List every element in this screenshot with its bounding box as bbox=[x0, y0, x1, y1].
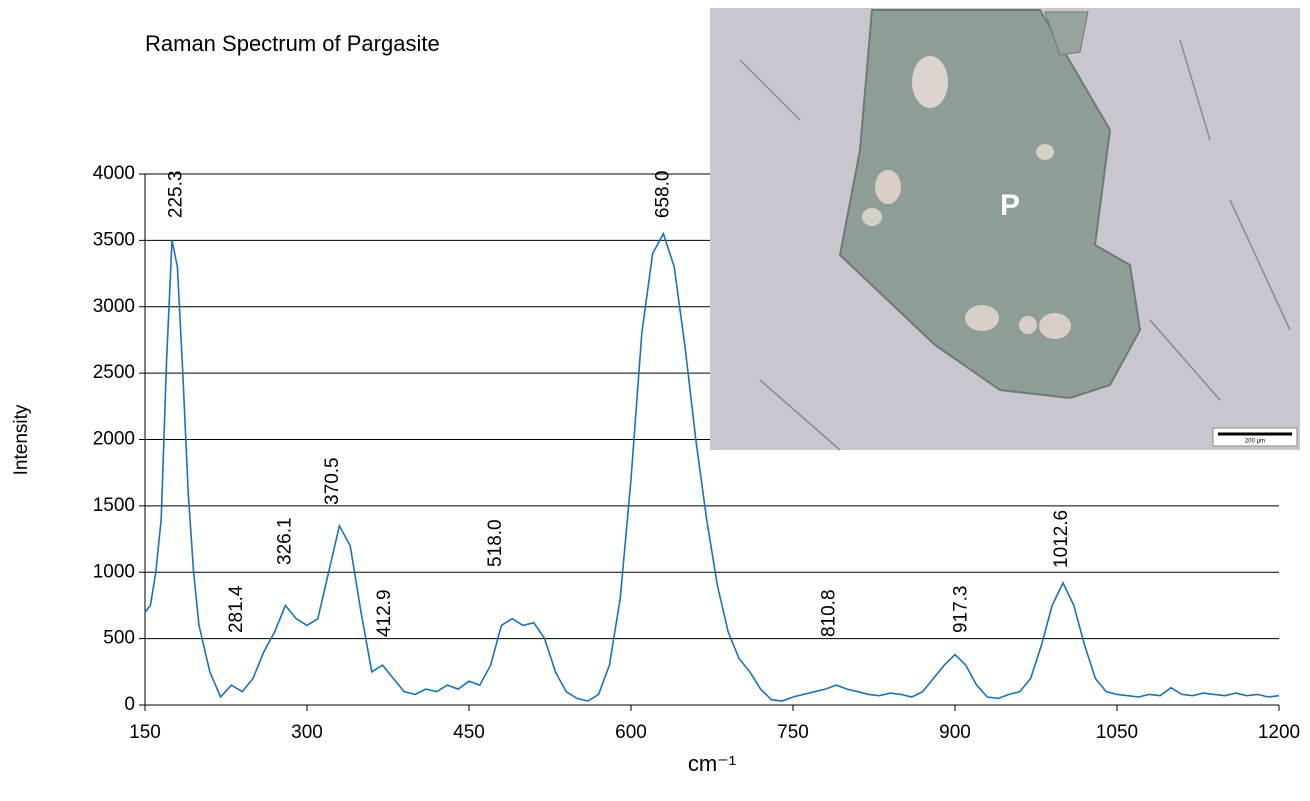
peak-label: 518.0 bbox=[485, 519, 506, 567]
inclusion bbox=[1039, 313, 1071, 339]
x-tick-label: 300 bbox=[291, 722, 323, 743]
y-tick-label: 1500 bbox=[93, 495, 135, 516]
x-tick-label: 750 bbox=[777, 722, 809, 743]
x-tick-label: 900 bbox=[939, 722, 971, 743]
inclusion bbox=[875, 170, 901, 204]
y-tick-label: 0 bbox=[124, 694, 135, 715]
y-tick-label: 3000 bbox=[93, 296, 135, 317]
x-tick-label: 150 bbox=[129, 722, 161, 743]
scale-bar-label: 200 µm bbox=[1245, 439, 1265, 445]
x-axis-label: cm⁻¹ bbox=[688, 751, 736, 776]
x-tick-label: 1050 bbox=[1096, 722, 1138, 743]
inclusion bbox=[965, 305, 999, 331]
inset-label: P bbox=[1000, 189, 1020, 222]
peak-label: 370.5 bbox=[322, 457, 343, 505]
photo-cracks bbox=[739, 39, 1291, 451]
crystal-fragment bbox=[1044, 11, 1089, 56]
y-tick-label: 2000 bbox=[93, 429, 135, 450]
y-tick-label: 1000 bbox=[93, 561, 135, 582]
inclusion bbox=[862, 208, 882, 226]
peak-label: 1012.6 bbox=[1051, 510, 1072, 568]
chart-title: Raman Spectrum of Pargasite bbox=[145, 31, 440, 56]
peak-label: 810.8 bbox=[819, 589, 840, 637]
inclusion bbox=[1019, 316, 1037, 334]
peak-label: 412.9 bbox=[374, 589, 395, 637]
peak-label: 917.3 bbox=[950, 586, 971, 634]
x-tick-label: 600 bbox=[615, 722, 647, 743]
x-tick-label: 450 bbox=[453, 722, 485, 743]
inclusion bbox=[912, 56, 948, 108]
inset-photo: P 200 µm bbox=[710, 8, 1300, 451]
x-tick-label: 1200 bbox=[1258, 722, 1300, 743]
y-tick-label: 2500 bbox=[93, 362, 135, 383]
y-tick-label: 500 bbox=[103, 628, 135, 649]
y-axis-label: Intensity bbox=[11, 404, 32, 475]
spectrum-line bbox=[144, 231, 1280, 702]
peak-label: 225.3 bbox=[165, 171, 186, 219]
crystal bbox=[838, 9, 1142, 400]
peak-label: 326.1 bbox=[274, 517, 295, 565]
peak-label: 658.0 bbox=[652, 171, 673, 219]
peak-label: 281.4 bbox=[226, 585, 247, 633]
inclusion bbox=[1036, 144, 1054, 160]
y-tick-label: 3500 bbox=[93, 229, 135, 250]
y-tick-label: 4000 bbox=[93, 163, 135, 184]
